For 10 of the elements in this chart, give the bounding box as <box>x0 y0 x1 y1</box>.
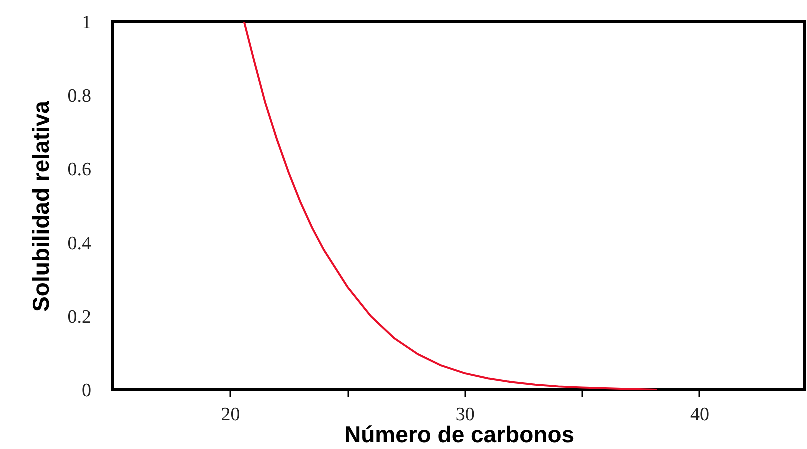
y-tick-label: 0.4 <box>68 233 92 254</box>
y-axis-title: Solubilidad relativa <box>28 100 54 312</box>
x-tick-label: 20 <box>221 404 240 426</box>
y-tick-label: 0 <box>82 380 92 402</box>
line-series <box>243 22 658 390</box>
y-tick-label: 0.6 <box>68 160 92 181</box>
x-tick-label: 40 <box>690 404 710 426</box>
y-tick-label: 0.8 <box>68 86 92 108</box>
y-tick-label: 0.2 <box>68 306 92 328</box>
y-tick-label: 1 <box>82 12 92 34</box>
